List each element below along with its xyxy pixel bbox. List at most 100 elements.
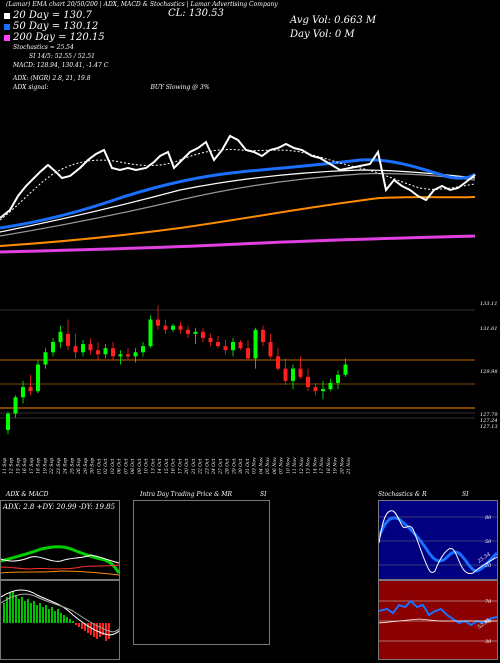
candle-body <box>283 368 288 381</box>
candle-body <box>163 325 168 330</box>
stoch-chart: 80 50 20 25.54 <box>377 510 499 574</box>
date-tick: 26 Sep <box>76 458 82 475</box>
date-tick: 27 Oct <box>218 458 224 475</box>
candle-body <box>66 333 70 347</box>
main-chart: 133.11 131.61 129.98 127.79 127.24 127.1… <box>0 134 498 475</box>
price-tick: 131.61 <box>480 326 498 332</box>
ema50-label: 50 Day = 130.12 <box>13 21 99 32</box>
candle-body <box>133 352 138 357</box>
date-tick: 23 Oct <box>204 458 210 475</box>
candle-body <box>336 374 340 383</box>
date-tick: 25 Sep <box>69 458 75 475</box>
rsi-tick: 50 <box>485 619 492 625</box>
si-label: SI 14/5: 52.55 / 52.51 <box>29 53 95 60</box>
candle-body <box>313 387 318 392</box>
date-tick: 17 Oct <box>177 458 183 474</box>
adx-orange-line <box>1 570 119 576</box>
date-tick: 08 Oct <box>130 458 136 474</box>
candle-body <box>58 331 63 343</box>
candle-body <box>96 350 100 355</box>
ema200-label: 200 Day = 120.15 <box>13 32 105 43</box>
price-grid <box>0 309 475 419</box>
adx-signal-text: BUY Slowing @ 3% <box>150 84 210 91</box>
ema-lines <box>0 134 476 254</box>
candle-body <box>36 364 40 392</box>
candle-body <box>43 352 48 365</box>
candle-body <box>193 331 198 334</box>
date-tick: 30 Oct <box>238 458 244 474</box>
candle-body <box>28 387 33 392</box>
date-tick: 09 Oct <box>137 458 143 474</box>
date-tick: 03 Oct <box>110 458 116 474</box>
candle-body <box>81 344 85 353</box>
candle-body <box>103 348 108 355</box>
candle-body <box>73 346 78 353</box>
price-line <box>0 134 476 219</box>
candle-body <box>171 325 175 330</box>
intraday-panel <box>133 500 270 645</box>
date-tick: 20 Nov <box>339 457 345 475</box>
stoch-tick: 50 <box>485 539 492 545</box>
date-tick: 22 Sep <box>49 458 55 475</box>
ema-long-line <box>0 234 476 254</box>
candle-body <box>21 387 25 398</box>
candle-body <box>268 342 273 357</box>
adx-white-line <box>1 554 119 564</box>
macd-label: MACD: 128.94, 130.41, -1.47 C <box>13 62 109 69</box>
date-tick: 06 Nov <box>272 457 278 474</box>
price-tick: 133.11 <box>480 301 498 307</box>
adx-panel: ADX: 2.8 +DY: 20.99 -DY: 19.85 <box>0 500 120 580</box>
date-tick: 04 Nov <box>258 457 264 474</box>
candle-body <box>253 329 258 359</box>
candle-body <box>343 364 348 375</box>
candle-body <box>261 329 265 343</box>
date-tick: 22 Oct <box>198 458 204 475</box>
adx-signal-label: ADX signal: <box>13 84 49 91</box>
candle-body <box>321 389 325 392</box>
date-tick: 19 Sep <box>42 458 48 474</box>
date-tick: 10 Oct <box>144 458 150 474</box>
candle-body <box>6 413 10 430</box>
candle-body <box>238 342 243 349</box>
date-tick: 07 Nov <box>279 457 285 474</box>
adx-lines <box>1 545 119 576</box>
ema-gray-1 <box>0 172 476 237</box>
candles <box>6 305 348 435</box>
ema-legend: 20 Day = 130.7 50 Day = 130.12 200 Day =… <box>4 10 210 91</box>
ema50-line <box>0 158 476 230</box>
date-tick: 21 Oct <box>191 458 197 475</box>
macd-signal-line <box>0 593 120 633</box>
date-tick: 05 Nov <box>265 457 271 474</box>
date-tick: 06 Oct <box>117 458 123 474</box>
date-tick: 16 Sep <box>22 458 28 474</box>
candle-body <box>298 368 303 377</box>
price-axis: 133.11 131.61 129.98 127.79 127.24 127.1… <box>480 301 498 430</box>
date-tick: 11 Nov <box>292 457 298 474</box>
candle-body <box>231 342 235 351</box>
close-label: CL: 130.53 <box>168 8 224 19</box>
date-tick: 12 Nov <box>299 457 305 474</box>
macd-line <box>0 589 120 636</box>
candle-body <box>201 331 205 338</box>
date-tick: 13 Nov <box>306 457 312 474</box>
stoch-white-line <box>378 510 498 574</box>
rsi-panel: 70 50 30 52.51 <box>378 580 498 660</box>
adx-label: ADX: (MGR) 2.8, 21, 19.8 <box>13 75 91 82</box>
stoch-panel-title: Stochastics & R <box>378 491 427 498</box>
day-vol: Day Vol: 0 M <box>290 29 355 40</box>
candle-body <box>276 356 280 369</box>
date-tick: 12 Sep <box>9 458 15 474</box>
rsi-blue-line <box>378 599 498 627</box>
candle-body <box>306 376 310 388</box>
rsi-white-line <box>378 618 497 624</box>
macd-histogram <box>3 591 110 641</box>
top-strip: (Lamar) EMA chart 20/50/200 | ADX, MACD … <box>6 1 278 8</box>
adx-panel-title: ADX & MACD <box>6 491 49 498</box>
candle-body <box>178 325 183 330</box>
date-axis: 11 Sep 12 Sep 15 Sep 16 Sep 17 Sep 18 Sep 19 S… <box>2 457 352 475</box>
candle-body <box>208 337 213 343</box>
date-tick: 02 Oct <box>103 458 109 474</box>
candle-body <box>156 319 160 326</box>
price-tick: 127.13 <box>480 424 498 430</box>
stochastics-label: Stochastics = 25.54 <box>13 44 74 51</box>
